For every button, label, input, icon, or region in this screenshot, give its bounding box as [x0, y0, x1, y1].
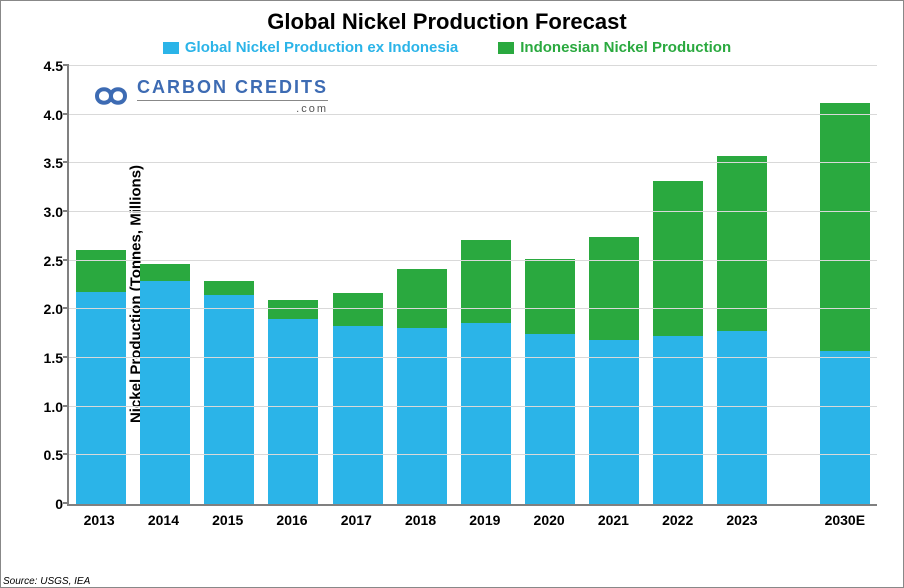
x-tick-label: 2022 [646, 506, 710, 528]
bar-slot [261, 66, 325, 504]
bar-slot [454, 66, 518, 504]
bar-segment [204, 295, 254, 504]
bar-segment [268, 300, 318, 320]
bar-slot [646, 66, 710, 504]
y-tick-label: 3.0 [44, 204, 69, 220]
gridline [69, 114, 877, 115]
y-tick-label: 4.0 [44, 107, 69, 123]
x-tick-label: 2019 [453, 506, 517, 528]
bar-segment [653, 181, 703, 335]
x-tick-label: 2018 [388, 506, 452, 528]
stacked-bar [461, 240, 511, 504]
bar-segment [397, 269, 447, 328]
source-attribution: Source: USGS, IEA [3, 576, 90, 587]
legend-item: Indonesian Nickel Production [498, 39, 731, 56]
legend-item: Global Nickel Production ex Indonesia [163, 39, 458, 56]
stacked-bar [653, 181, 703, 504]
x-tick-label: 2017 [324, 506, 388, 528]
bar-slot [133, 66, 197, 504]
gridline [69, 454, 877, 455]
bar-slot [582, 66, 646, 504]
chart-container: Global Nickel Production Forecast Global… [0, 0, 904, 588]
bar-segment [525, 334, 575, 504]
bar-segment [397, 328, 447, 504]
bar-slot [69, 66, 133, 504]
gridline [69, 357, 877, 358]
legend-swatch [498, 42, 514, 54]
stacked-bar [140, 264, 190, 504]
bar-segment [820, 103, 870, 351]
legend-swatch [163, 42, 179, 54]
bar-slot [390, 66, 454, 504]
gridline [69, 260, 877, 261]
bar-segment [333, 293, 383, 326]
stacked-bar [717, 156, 767, 504]
plot-area: 00.51.01.52.02.53.03.54.04.5 [67, 66, 877, 506]
y-tick-label: 0 [55, 496, 69, 512]
bar-segment [589, 340, 639, 504]
legend: Global Nickel Production ex Indonesia Ind… [9, 39, 885, 56]
bar-segment [717, 156, 767, 331]
x-tick-label: 2023 [710, 506, 774, 528]
stacked-bar [204, 281, 254, 504]
y-tick-label: 2.0 [44, 301, 69, 317]
y-tick-label: 2.5 [44, 253, 69, 269]
x-tick-label: 2021 [581, 506, 645, 528]
bar-segment [461, 323, 511, 504]
bar-segment [525, 259, 575, 334]
bar-segment [333, 326, 383, 504]
bar-segment [204, 281, 254, 295]
bar-slot [710, 66, 774, 504]
x-tick-label: 2013 [67, 506, 131, 528]
stacked-bar [589, 237, 639, 504]
bars-row [69, 66, 877, 504]
bar-segment [140, 264, 190, 281]
bar-segment [140, 281, 190, 504]
legend-label: Indonesian Nickel Production [520, 39, 731, 56]
y-tick-label: 1.0 [44, 399, 69, 415]
gridline [69, 162, 877, 163]
x-tick-label: 2020 [517, 506, 581, 528]
bar-segment [461, 240, 511, 323]
x-tick-label: 2015 [196, 506, 260, 528]
bar-segment [589, 237, 639, 340]
bar-slot [518, 66, 582, 504]
y-tick-label: 3.5 [44, 155, 69, 171]
y-tick-label: 4.5 [44, 58, 69, 74]
gridline [69, 65, 877, 66]
x-axis-labels: 2013201420152016201720182019202020212022… [67, 506, 877, 528]
bar-slot [813, 66, 877, 504]
gridline [69, 308, 877, 309]
y-tick-label: 0.5 [44, 447, 69, 463]
stacked-bar [333, 293, 383, 504]
x-tick-label: 2016 [260, 506, 324, 528]
x-tick-label: 2014 [131, 506, 195, 528]
bar-slot [326, 66, 390, 504]
bar-segment [653, 336, 703, 504]
chart-title: Global Nickel Production Forecast [9, 9, 885, 35]
stacked-bar [397, 269, 447, 504]
stacked-bar [76, 250, 126, 504]
y-tick-label: 1.5 [44, 350, 69, 366]
bar-segment [76, 292, 126, 504]
bar-segment [820, 351, 870, 504]
stacked-bar [268, 300, 318, 504]
gridline [69, 211, 877, 212]
gridline [69, 406, 877, 407]
bar-slot [197, 66, 261, 504]
stacked-bar [525, 259, 575, 504]
x-tick-label: 2030E [813, 506, 877, 528]
legend-label: Global Nickel Production ex Indonesia [185, 39, 458, 56]
bar-segment [268, 319, 318, 504]
bar-segment [76, 250, 126, 292]
